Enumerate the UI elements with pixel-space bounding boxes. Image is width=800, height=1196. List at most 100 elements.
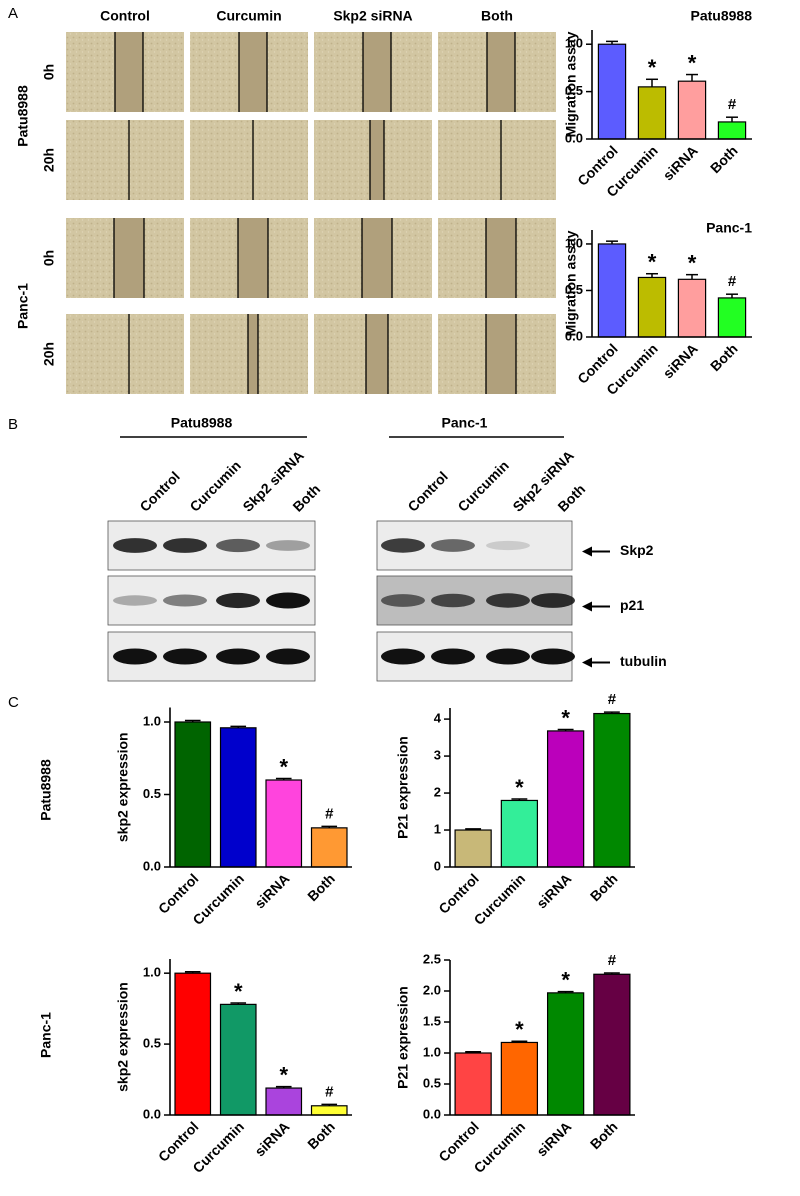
lane-label: Both (289, 481, 323, 515)
bar (310, 1105, 348, 1116)
bar (500, 799, 539, 868)
y-axis-label: skp2 expression (115, 732, 131, 842)
significance-mark: # (608, 952, 617, 969)
y-axis-label: Migration assay (563, 230, 579, 336)
bar (219, 727, 257, 868)
y-tick-label: 1.0 (143, 965, 161, 980)
bar (174, 721, 212, 868)
y-tick-label: 0.5 (565, 282, 583, 297)
blot-band (266, 592, 310, 609)
x-tick-label: Both (587, 870, 621, 904)
y-tick-label: 2.0 (423, 982, 441, 997)
blot-band (113, 648, 157, 665)
y-tick-label: 4 (434, 711, 442, 726)
significance-mark: * (279, 754, 288, 779)
blot-band (216, 592, 260, 609)
y-tick-label: 0.0 (565, 328, 583, 343)
x-tick-label: Both (707, 142, 741, 176)
y-tick-label: 1.0 (143, 713, 161, 728)
significance-mark: # (608, 691, 617, 708)
bar (677, 278, 707, 338)
bar (637, 86, 667, 140)
scratch-gap (362, 218, 392, 298)
scratch-gap (115, 32, 143, 112)
y-tick-label: 0.5 (143, 1036, 161, 1051)
row-label: 0h (41, 250, 57, 266)
significance-mark: * (688, 50, 697, 75)
significance-mark: # (325, 805, 334, 822)
y-tick-label: 0.0 (423, 1106, 441, 1121)
x-tick-label: siRNA (533, 1118, 574, 1159)
x-tick-label: siRNA (251, 870, 292, 911)
y-tick-label: 2.5 (423, 951, 441, 966)
blot-band (266, 648, 310, 665)
arrow-head (582, 657, 592, 668)
significance-mark: * (561, 705, 570, 730)
column-label: Curcumin (216, 8, 281, 24)
column-label: Both (481, 8, 513, 24)
bar (454, 1052, 492, 1116)
microscopy-image (66, 314, 184, 394)
y-axis-label: P21 expression (395, 986, 411, 1089)
microscopy-image (438, 120, 556, 200)
y-tick-label: 0.0 (143, 858, 161, 873)
x-tick-label: Both (587, 1118, 621, 1152)
blot-band (531, 593, 575, 608)
bar (454, 829, 492, 868)
lane-label: Both (554, 481, 588, 515)
row-label: Patu8988 (38, 759, 54, 821)
bar (219, 1003, 257, 1116)
blot-band (486, 593, 530, 608)
y-tick-label: 1.0 (423, 1044, 441, 1059)
x-tick-label: siRNA (660, 142, 701, 183)
significance-mark: * (648, 250, 657, 275)
bar (677, 80, 707, 140)
scratch-gap (487, 32, 515, 112)
y-tick-label: 1 (434, 821, 441, 836)
x-tick-label: Control (435, 870, 482, 917)
x-tick-label: Control (155, 870, 202, 917)
microscopy-image (190, 120, 308, 200)
x-tick-label: Both (707, 340, 741, 374)
blot-band (486, 648, 530, 665)
microscopy-image (66, 120, 184, 200)
bar (265, 1087, 303, 1116)
scratch-gap (238, 218, 268, 298)
lane-label: Control (404, 468, 451, 515)
significance-mark: * (279, 1062, 288, 1087)
bar (265, 779, 303, 868)
blot-band (486, 540, 530, 551)
y-tick-label: 3 (434, 748, 441, 763)
y-tick-label: 0 (434, 858, 441, 873)
bar (593, 712, 631, 868)
blot-band (216, 538, 260, 553)
bar (597, 243, 627, 338)
x-tick-label: Curcumin (471, 870, 529, 928)
lane-label: Control (136, 468, 183, 515)
group-label: Panc-1 (15, 283, 31, 329)
x-tick-label: Curcumin (471, 1118, 529, 1176)
bar (717, 121, 747, 140)
bar (310, 827, 348, 868)
significance-mark: * (648, 55, 657, 80)
significance-mark: # (325, 1083, 334, 1100)
blot-band (163, 594, 207, 607)
y-axis-label: Migration assay (563, 31, 579, 137)
arrow-head (582, 546, 592, 557)
y-axis-label: P21 expression (395, 736, 411, 839)
scratch-gap (248, 314, 258, 394)
chart-title: Panc-1 (706, 220, 752, 236)
bar (546, 992, 585, 1116)
panel-label: C (8, 694, 19, 711)
blot-band (381, 538, 425, 553)
y-tick-label: 1.5 (423, 1013, 441, 1028)
significance-mark: * (234, 979, 243, 1004)
blot-band (113, 538, 157, 553)
y-tick-label: 1.0 (565, 235, 583, 250)
significance-mark: # (728, 96, 737, 113)
blot-band (163, 538, 207, 553)
panel-label: B (8, 416, 18, 433)
scratch-gap (114, 218, 144, 298)
x-tick-label: Control (435, 1118, 482, 1165)
